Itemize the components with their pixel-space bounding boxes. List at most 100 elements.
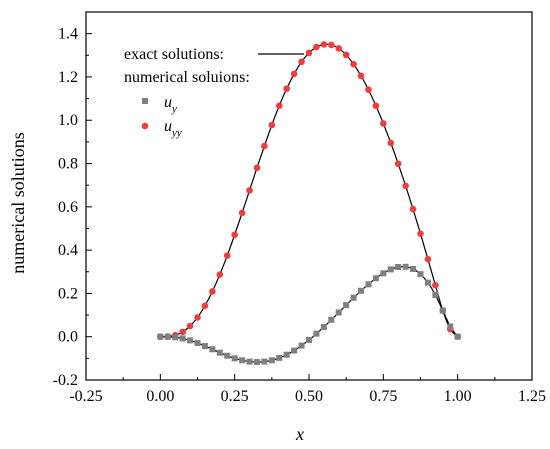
uy-point	[187, 337, 194, 344]
x-tick-label: 0.75	[369, 388, 397, 405]
x-tick-label: 1.00	[444, 388, 472, 405]
uy-point	[291, 347, 298, 354]
uyy-point	[216, 271, 224, 278]
uy-point	[432, 291, 439, 298]
uyy-point	[238, 209, 246, 217]
uyy-point	[417, 230, 424, 237]
uyy-point	[342, 51, 350, 59]
uyy-point	[335, 45, 343, 52]
uy-point	[194, 339, 201, 346]
y-tick-label: 1.0	[58, 112, 78, 129]
numerical-markers	[157, 41, 461, 366]
uyy-point	[394, 160, 402, 168]
y-tick-label: 0.0	[58, 329, 78, 346]
plot-frame	[85, 11, 533, 381]
y-tick-label: 1.2	[58, 69, 78, 86]
uy-point	[209, 346, 216, 353]
uy-point	[387, 266, 394, 273]
uyy-point	[201, 302, 209, 310]
uyy-point	[186, 322, 194, 330]
plot-border	[85, 11, 533, 381]
uy-point	[164, 333, 171, 340]
uyy-point	[275, 102, 283, 110]
uy-point	[261, 358, 268, 365]
uyy-point	[290, 70, 298, 78]
uy-point	[306, 336, 312, 343]
uyy-point	[246, 187, 253, 194]
uyy-point	[253, 164, 261, 172]
y-axis-ticks: -0.2 0.0 0.2 0.4 0.6 0.8 1.0 1.2 1.4	[53, 11, 92, 389]
uy-point	[350, 294, 357, 301]
uy-point	[239, 357, 246, 364]
uy-point	[313, 330, 320, 337]
uyy-point	[179, 328, 186, 336]
uy-point	[328, 316, 335, 323]
legend-uy-label: uy	[164, 94, 177, 115]
y-tick-label: 0.2	[58, 285, 78, 302]
legend: exact solutions: numerical soluions: uy …	[124, 46, 304, 139]
uy-point	[201, 343, 208, 350]
y-tick-label: 1.4	[58, 26, 78, 43]
uy-point	[224, 352, 231, 359]
uy-point	[253, 359, 260, 366]
uy-point	[298, 342, 305, 349]
uyy-point	[320, 41, 328, 48]
y-tick-label: 0.8	[58, 156, 78, 173]
uy-point	[335, 309, 342, 316]
uy-point	[439, 307, 446, 314]
uyy-point	[305, 49, 313, 57]
uy-point	[417, 271, 424, 278]
uy-point	[402, 263, 409, 270]
legend-uy-marker	[142, 98, 148, 104]
uy-point	[424, 279, 431, 286]
uyy-point	[328, 41, 335, 49]
uy-point	[283, 351, 290, 358]
uyy-point	[402, 182, 409, 190]
uy-point	[410, 265, 417, 272]
uy-point	[365, 281, 372, 288]
uyy-point	[298, 58, 305, 66]
uyy-point	[380, 120, 387, 127]
y-tick-label: -0.2	[53, 372, 78, 389]
uy-point	[179, 335, 186, 342]
x-tick-label: 0.50	[295, 388, 323, 405]
uy-point	[320, 323, 327, 330]
exact-curve-uyy	[160, 43, 459, 338]
uy-point	[276, 354, 283, 361]
uy-point	[395, 264, 402, 271]
uy-point	[268, 357, 275, 364]
uyy-point	[283, 85, 291, 92]
uyy-point	[432, 281, 439, 289]
legend-uyy-label: uyy	[164, 118, 182, 139]
exact-solution-curves	[160, 43, 459, 363]
uyy-point	[387, 139, 395, 147]
uy-point	[358, 287, 365, 294]
uy-point	[343, 302, 350, 309]
y-tick-label: 0.4	[58, 242, 78, 259]
uyy-point	[313, 43, 320, 51]
uy-point	[216, 349, 223, 356]
x-tick-label: 0.25	[221, 388, 249, 405]
uyy-point	[372, 102, 380, 110]
uyy-point	[223, 252, 231, 259]
legend-numerical-label: numerical soluions:	[124, 69, 250, 86]
legend-exact-label: exact solutions:	[124, 46, 224, 63]
uyy-point	[357, 72, 365, 80]
y-axis-label: numerical solutions	[8, 132, 28, 273]
legend-uyy-marker	[141, 122, 149, 130]
uy-point	[447, 323, 454, 330]
uy-point	[372, 275, 379, 282]
uyy-point	[350, 60, 357, 68]
x-axis-ticks: -0.25 0.00 0.25 0.50 0.75 1.00 1.25	[69, 374, 546, 405]
uyy-point	[365, 86, 372, 94]
uy-point	[380, 270, 387, 277]
uyy-point	[409, 205, 417, 213]
uyy-point	[424, 255, 432, 263]
uy-point	[172, 334, 179, 341]
x-axis-label: x	[295, 424, 304, 444]
uy-point	[231, 355, 238, 362]
uyy-point	[209, 288, 216, 295]
uy-point	[454, 333, 461, 340]
uyy-point	[194, 314, 201, 321]
